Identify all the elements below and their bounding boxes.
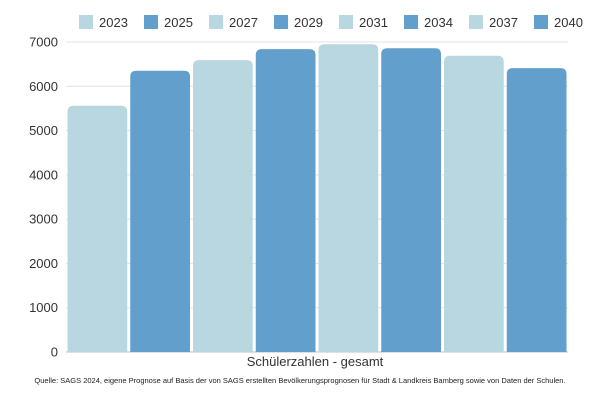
y-tick-label: 3000 (29, 212, 58, 227)
y-tick-label: 5000 (29, 123, 58, 138)
bar-2023 (67, 105, 128, 353)
bar-2037 (444, 55, 504, 352)
legend-label-2040: 2040 (554, 15, 583, 30)
y-tick-label: 7000 (29, 35, 58, 50)
y-tick-label: 0 (51, 345, 58, 360)
legend-swatch-2037 (469, 15, 483, 29)
legend-swatch-2040 (534, 15, 548, 29)
legend-label-2025: 2025 (164, 15, 193, 30)
legend-swatch-2029 (274, 15, 288, 29)
legend-label-2034: 2034 (424, 15, 453, 30)
x-axis-label: Schülerzahlen - gesamt (247, 354, 384, 369)
legend-label-2027: 2027 (229, 15, 258, 30)
source-note: Quelle: SAGS 2024, eigene Prognose auf B… (34, 376, 566, 385)
bar-2027 (193, 60, 253, 353)
legend-swatch-2025 (144, 15, 158, 29)
y-tick-label: 6000 (29, 79, 58, 94)
bar-2040 (506, 68, 567, 352)
legend-swatch-2027 (209, 15, 223, 29)
bar-2034 (381, 48, 441, 352)
bar-2031 (318, 44, 379, 352)
y-tick-label: 1000 (29, 300, 58, 315)
bar-2025 (130, 70, 190, 353)
y-tick-label: 2000 (29, 256, 58, 271)
y-axis: 0 1000 2000 3000 4000 5000 6000 7000 (29, 35, 58, 360)
legend: 2023 2025 2027 2029 2031 2034 2037 2040 (79, 15, 583, 30)
legend-swatch-2031 (339, 15, 353, 29)
bars (67, 44, 567, 353)
legend-label-2037: 2037 (489, 15, 518, 30)
bar-2029 (255, 49, 316, 352)
legend-swatch-2034 (404, 15, 418, 29)
legend-label-2031: 2031 (359, 15, 388, 30)
y-tick-label: 4000 (29, 167, 58, 182)
legend-label-2023: 2023 (99, 15, 128, 30)
legend-label-2029: 2029 (294, 15, 323, 30)
legend-swatch-2023 (79, 15, 93, 29)
